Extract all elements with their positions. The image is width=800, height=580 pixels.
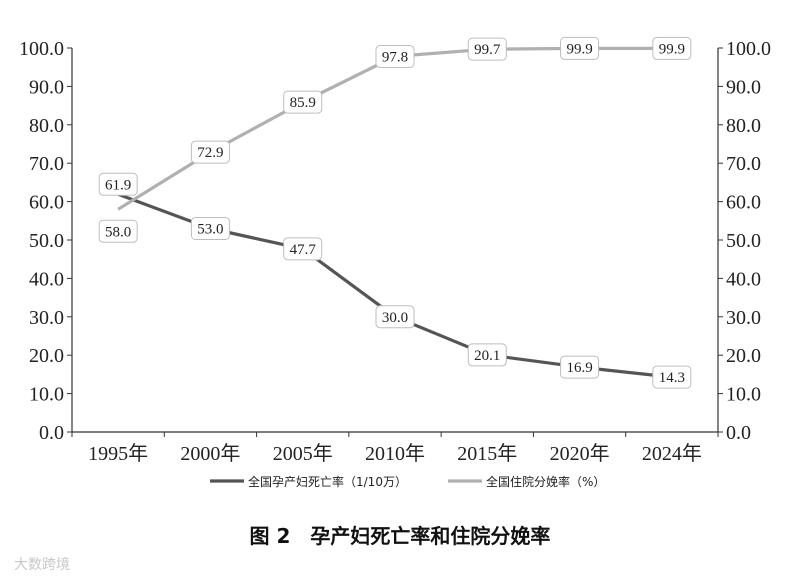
y-tick-label-left: 10.0 <box>29 384 64 406</box>
legend: 全国孕产妇死亡率（1/10万） 全国住院分娩率（%） <box>210 474 605 489</box>
data-label: 14.3 <box>652 365 692 389</box>
x-tick-label: 2024年 <box>642 442 702 465</box>
data-label-text: 16.9 <box>566 360 592 376</box>
data-label: 99.9 <box>652 36 692 60</box>
y-tick-label-right: 10.0 <box>726 384 761 406</box>
data-label: 61.9 <box>98 172 138 196</box>
x-tick-label: 1995年 <box>88 442 148 465</box>
data-label-box <box>190 216 230 240</box>
data-label-box <box>652 365 692 389</box>
data-label-box <box>283 237 323 261</box>
data-label-text: 97.8 <box>382 49 408 65</box>
data-label: 30.0 <box>375 305 415 329</box>
y-tick-label-left: 100.0 <box>19 38 64 60</box>
data-label-text: 58.0 <box>105 224 131 240</box>
data-labels: 61.9 53.0 47.7 30.0 20.1 16.9 14.3 58.0 72.9 85.9… <box>98 36 692 389</box>
data-label-box <box>467 343 507 367</box>
y-tick-label-right: 80.0 <box>726 115 761 137</box>
data-label: 20.1 <box>467 343 507 367</box>
y-tick-label-right: 40.0 <box>726 268 761 290</box>
data-label-text: 72.9 <box>197 145 223 161</box>
y-tick-label-left: 50.0 <box>29 230 64 252</box>
x-tick-label: 2015年 <box>457 442 517 465</box>
line-chart: 0.0 0.0 10.0 10.0 20.0 20.0 30.0 30.0 40.0 40.0 50… <box>19 36 771 489</box>
y-tick-label-left: 90.0 <box>29 76 64 98</box>
data-label-text: 99.7 <box>474 42 501 58</box>
data-label: 97.8 <box>375 44 415 68</box>
y-tick-label-left: 60.0 <box>29 192 64 214</box>
y-tick-label-right: 20.0 <box>726 345 761 367</box>
y-tick-label-right: 70.0 <box>726 153 761 175</box>
data-label: 99.7 <box>467 37 507 61</box>
x-tick-label: 2005年 <box>273 442 333 465</box>
data-label-text: 53.0 <box>197 221 223 237</box>
y-tick-label-left: 80.0 <box>29 115 64 137</box>
y-tick-label-left: 40.0 <box>29 268 64 290</box>
data-label-box <box>98 172 138 196</box>
y-tick-label-left: 70.0 <box>29 153 64 175</box>
y-tick-label-left: 30.0 <box>29 307 64 329</box>
data-label-box <box>652 36 692 60</box>
data-label-box <box>190 140 230 164</box>
data-label: 99.9 <box>560 36 600 60</box>
data-label: 47.7 <box>283 237 323 261</box>
data-label-text: 30.0 <box>382 310 408 326</box>
data-label-text: 20.1 <box>474 348 500 364</box>
data-label: 16.9 <box>560 355 600 379</box>
data-label-text: 99.9 <box>566 41 592 57</box>
figure-caption: 图 2 孕产妇死亡率和住院分娩率 <box>249 524 551 548</box>
x-tick-label: 2000年 <box>180 442 240 465</box>
data-label-box <box>98 219 138 243</box>
data-label-text: 14.3 <box>659 370 685 386</box>
legend-label-hospital-delivery: 全国住院分娩率（%） <box>486 474 605 489</box>
data-label: 85.9 <box>283 90 323 114</box>
data-label-box <box>560 36 600 60</box>
data-label-box <box>560 355 600 379</box>
data-label-box <box>467 37 507 61</box>
y-tick-label-right: 30.0 <box>726 307 761 329</box>
series-line-hospital-delivery <box>117 46 672 211</box>
data-label: 72.9 <box>190 140 230 164</box>
data-label-box <box>375 305 415 329</box>
y-tick-label-right: 90.0 <box>726 76 761 98</box>
y-tick-label-right: 50.0 <box>726 230 761 252</box>
data-label-text: 85.9 <box>290 95 316 111</box>
y-tick-label-right: 100.0 <box>726 38 771 60</box>
data-label-text: 47.7 <box>290 242 317 258</box>
axes: 0.0 0.0 10.0 10.0 20.0 20.0 30.0 30.0 40.0 40.0 50… <box>19 38 771 465</box>
y-tick-label-left: 0.0 <box>39 422 64 444</box>
x-tick-label: 2020年 <box>550 442 610 465</box>
watermark-text: 大数跨境 <box>14 557 70 573</box>
data-label-text: 99.9 <box>659 41 685 57</box>
x-tick-label: 2010年 <box>365 442 425 465</box>
y-tick-label-right: 60.0 <box>726 192 761 214</box>
data-label: 58.0 <box>98 219 138 243</box>
data-label-box <box>283 90 323 114</box>
legend-label-maternal-mortality: 全国孕产妇死亡率（1/10万） <box>248 474 407 489</box>
y-tick-label-left: 20.0 <box>29 345 64 367</box>
data-label-box <box>375 44 415 68</box>
y-tick-label-right: 0.0 <box>726 422 751 444</box>
data-label: 53.0 <box>190 216 230 240</box>
data-label-text: 61.9 <box>105 177 131 193</box>
